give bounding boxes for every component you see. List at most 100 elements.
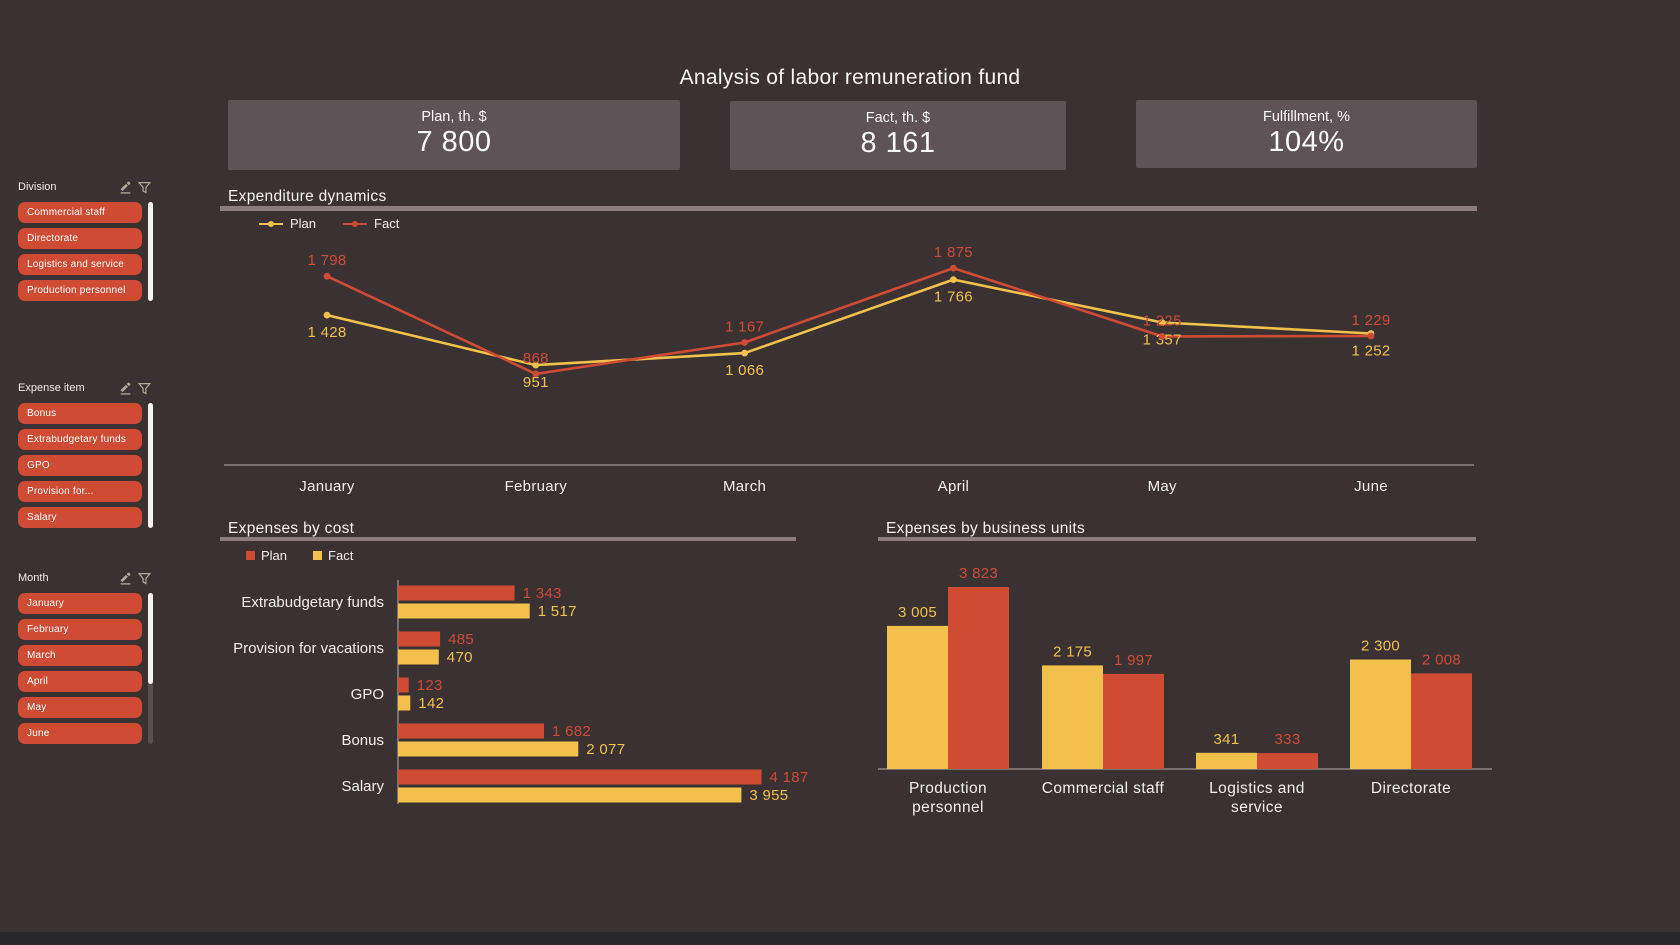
category-label: service [1231, 799, 1283, 816]
clear-selections-icon[interactable] [119, 181, 132, 194]
data-label: 2 077 [586, 741, 625, 758]
bar-plan[interactable] [1350, 659, 1411, 770]
data-label: 1 343 [523, 585, 562, 602]
slicer-item-extrabudgetary-funds[interactable]: Extrabudgetary funds [18, 429, 142, 450]
slicer-item-logistics-and-service[interactable]: Logistics and service [18, 254, 142, 275]
data-point-plan[interactable] [532, 361, 540, 369]
data-point-fact[interactable] [1158, 333, 1166, 340]
data-point-fact[interactable] [741, 339, 748, 346]
bar-fact[interactable] [398, 649, 439, 665]
slicer-item-gpo[interactable]: GPO [18, 455, 142, 476]
bar-plan[interactable] [398, 769, 762, 785]
scrollbar-thumb[interactable] [148, 202, 153, 301]
bar-fact[interactable] [948, 587, 1009, 769]
bar-fact[interactable] [398, 741, 579, 757]
slicer-item-provision-for[interactable]: Provision for... [18, 481, 142, 502]
kpi-fact-label: Fact, th. $ [865, 110, 931, 126]
bar-plan[interactable] [1196, 752, 1257, 769]
data-point-fact[interactable] [323, 272, 331, 280]
expenditure-dynamics-chart: January February March April May June 1 428 951… [224, 244, 1474, 495]
category-label: Production [909, 780, 987, 797]
bar-plan[interactable] [398, 585, 515, 601]
kpi-fulfillment-value: 104% [1268, 126, 1345, 158]
category-label: Provision for vacations [233, 640, 384, 657]
data-point-fact[interactable] [532, 370, 540, 378]
section-title-expenses-by-business-units: Expenses by business units [886, 520, 1086, 537]
bar-fact[interactable] [398, 787, 742, 803]
category-label: Commercial staff [1042, 780, 1165, 797]
data-point-plan[interactable] [323, 311, 331, 319]
legend-item-fact[interactable]: Fact [342, 216, 399, 231]
bar-fact[interactable] [398, 603, 530, 619]
slicer-item-bonus[interactable]: Bonus [18, 403, 142, 424]
slicer-item-directorate[interactable]: Directorate [18, 228, 142, 249]
data-label: 333 [1275, 731, 1301, 748]
legend-item-plan[interactable]: Plan [246, 548, 287, 563]
legend-item-fact[interactable]: Fact [313, 548, 353, 563]
kpi-plan-label: Plan, th. $ [421, 109, 487, 125]
slicer-item-april[interactable]: April [18, 671, 142, 692]
data-label: 1 798 [307, 252, 346, 269]
bar-plan[interactable] [398, 723, 544, 739]
series-line-fact[interactable] [326, 266, 1372, 376]
data-label: 1 225 [1143, 312, 1182, 329]
data-label: 2 300 [1361, 638, 1400, 655]
section-title-expenditure-dynamics: Expenditure dynamics [228, 188, 387, 205]
legend-label: Plan [290, 216, 317, 231]
data-label: 2 008 [1422, 651, 1461, 668]
series-line-plan[interactable] [326, 278, 1372, 367]
slicer-item-march[interactable]: March [18, 645, 142, 666]
slicer-item-february[interactable]: February [18, 619, 142, 640]
data-point-plan[interactable] [741, 349, 748, 357]
cost-chart-legend: Plan Fact [246, 548, 353, 563]
slicer-expense-item: Expense item Bonus Extrabudgetary funds GP… [18, 380, 160, 533]
data-label: 3 823 [959, 565, 998, 582]
data-point-plan[interactable] [1158, 319, 1166, 326]
bar-plan[interactable] [1042, 665, 1103, 769]
data-point-fact[interactable] [1367, 332, 1375, 340]
slicer-item-january[interactable]: January [18, 593, 142, 614]
plan-square-marker-icon [246, 551, 255, 560]
scrollbar-track [148, 403, 153, 528]
bar-fact[interactable] [1411, 673, 1472, 769]
clear-selections-icon[interactable] [119, 382, 132, 395]
slicer-item-june[interactable]: June [18, 723, 142, 744]
slicer-expense-title: Expense item [18, 382, 85, 394]
data-label: 868 [523, 350, 549, 367]
category-label: GPO [351, 686, 384, 703]
slicer-division: Division Commercial staff Directorate Logi… [18, 179, 160, 306]
bar-fact[interactable] [398, 695, 411, 711]
bar-fact[interactable] [1103, 673, 1164, 769]
kpi-card-fulfillment: Fulfillment, % 104% [1136, 100, 1477, 168]
kpi-plan-value: 7 800 [416, 126, 492, 158]
slicer-item-may[interactable]: May [18, 697, 142, 718]
slicer-expense-items: Bonus Extrabudgetary funds GPO Provision fo… [18, 403, 160, 528]
data-point-plan[interactable] [950, 276, 957, 283]
filter-icon[interactable] [138, 181, 151, 194]
clear-selections-icon[interactable] [119, 572, 132, 585]
data-label: 341 [1214, 731, 1240, 748]
x-axis-label: April [938, 478, 970, 495]
scrollbar-thumb[interactable] [148, 593, 153, 684]
slicer-item-production-personnel[interactable]: Production personnel [18, 280, 142, 301]
data-label: 1 997 [1114, 652, 1153, 669]
kpi-fact-value: 8 161 [860, 127, 936, 159]
bar-plan[interactable] [887, 625, 948, 769]
expenses-by-business-units-chart: Production personnel 3 005 3 823 Commercial … [878, 565, 1492, 816]
bar-fact[interactable] [1257, 753, 1318, 769]
bar-plan[interactable] [398, 631, 441, 647]
slicer-division-title: Division [18, 181, 57, 193]
scrollbar-thumb[interactable] [148, 403, 153, 528]
data-label: 3 955 [749, 787, 788, 804]
filter-icon[interactable] [138, 382, 151, 395]
data-point-fact[interactable] [950, 264, 957, 272]
legend-item-plan[interactable]: Plan [258, 216, 316, 231]
filter-icon[interactable] [138, 572, 151, 585]
category-label: Extrabudgetary funds [241, 594, 384, 611]
slicer-item-commercial-staff[interactable]: Commercial staff [18, 202, 142, 223]
data-label: 1 428 [307, 324, 346, 341]
bar-plan[interactable] [398, 677, 409, 693]
slicer-item-salary[interactable]: Salary [18, 507, 142, 528]
kpi-fulfillment-label: Fulfillment, % [1262, 109, 1351, 125]
